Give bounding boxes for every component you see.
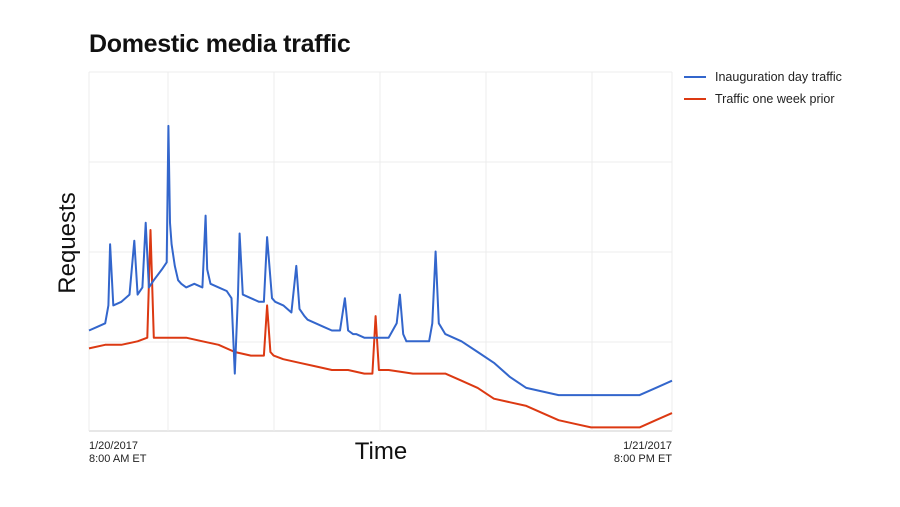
x-tick-start-time: 8:00 AM ET	[89, 453, 147, 465]
series-layer	[88, 124, 673, 429]
legend-item-prior-week[interactable]: Traffic one week prior	[684, 88, 842, 110]
legend-swatch-prior-week	[684, 98, 706, 100]
legend-swatch-inauguration	[684, 76, 706, 78]
legend-label-prior-week: Traffic one week prior	[715, 92, 835, 106]
x-tick-end-time: 8:00 PM ET	[613, 453, 672, 465]
x-tick-end-date: 1/21/2017	[623, 440, 672, 452]
legend-label-inauguration: Inauguration day traffic	[715, 70, 842, 84]
x-tick-start-date: 1/20/2017	[89, 440, 138, 452]
chart-title: Domestic media traffic	[89, 30, 351, 58]
x-tick-start: 1/20/2017 8:00 AM ET	[89, 440, 146, 466]
series-line-inauguration	[88, 124, 673, 397]
grid	[88, 71, 673, 432]
legend: Inauguration day traffic Traffic one wee…	[684, 66, 842, 110]
x-tick-end: 1/21/2017 8:00 PM ET	[614, 440, 672, 466]
legend-item-inauguration[interactable]: Inauguration day traffic	[684, 66, 842, 88]
series-line-prior-week	[88, 229, 673, 429]
x-axis-label: Time	[354, 438, 408, 465]
y-axis-label: Requests	[54, 192, 81, 294]
